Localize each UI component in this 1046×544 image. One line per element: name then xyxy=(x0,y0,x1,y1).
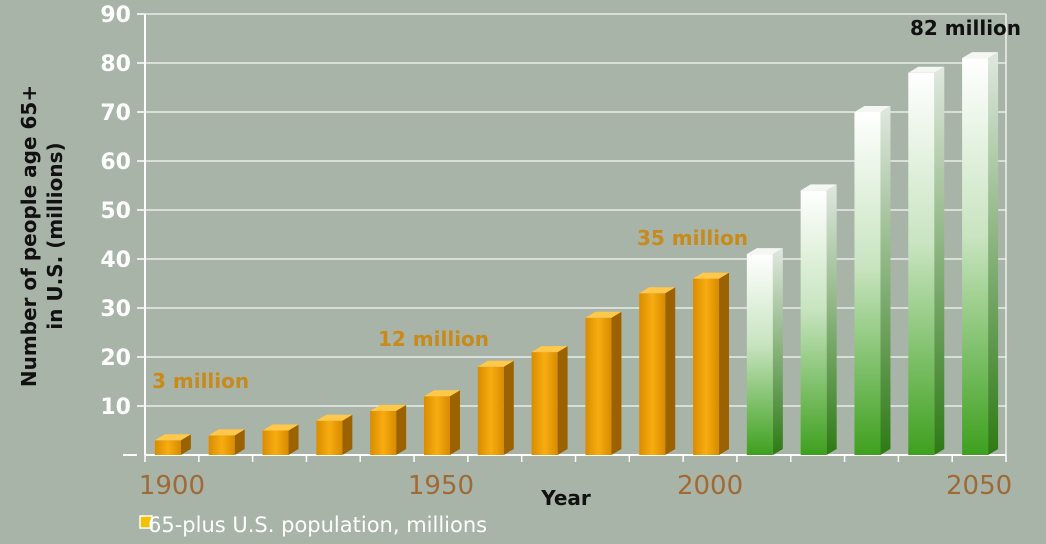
bar-1980 xyxy=(585,311,622,455)
x-axis-label: Year xyxy=(540,486,591,510)
bar-top xyxy=(962,52,999,59)
y-tick-label: 60 xyxy=(100,150,131,175)
bar-front xyxy=(316,420,343,455)
y-tick-labels: 90 80 70 60 50 40 30 20 10 xyxy=(100,3,131,420)
bar-1920 xyxy=(262,424,299,455)
bar-1910 xyxy=(208,429,245,455)
bar-1900 xyxy=(154,434,191,455)
bar-top xyxy=(262,424,299,431)
x-tick-label: 2050 xyxy=(946,471,1012,501)
y-axis-label-line-2: in U.S. (millions) xyxy=(43,142,67,329)
bar-top xyxy=(854,106,891,112)
bar-top xyxy=(693,272,730,279)
bar-side xyxy=(934,66,945,456)
bar-side xyxy=(665,287,676,455)
bar-1950 xyxy=(423,390,460,455)
bar-side xyxy=(342,414,353,455)
y-axis-label-line-1: Number of people age 65+ xyxy=(17,85,41,387)
bar-side xyxy=(449,390,460,455)
bar-front xyxy=(370,410,397,455)
y-tick-label: 90 xyxy=(100,3,131,28)
bar-1970 xyxy=(531,346,568,455)
bars xyxy=(154,52,999,456)
bar-side xyxy=(557,346,568,455)
bar-1990 xyxy=(639,287,676,455)
bar-side xyxy=(396,404,407,455)
y-tick-label: 30 xyxy=(100,297,131,322)
bar-top xyxy=(585,311,622,318)
bar-front xyxy=(531,352,558,455)
bar-2040 xyxy=(908,66,945,456)
bar-side xyxy=(503,360,514,455)
bar-2010 xyxy=(746,248,783,455)
x-tick-label: 1900 xyxy=(139,471,205,501)
bar-side xyxy=(288,424,299,455)
bar-1930 xyxy=(316,414,353,455)
bar-top xyxy=(154,434,191,441)
grid-lines xyxy=(145,13,1006,407)
bar-2030 xyxy=(854,106,891,455)
bar-front xyxy=(800,190,827,455)
bar-front xyxy=(854,112,881,455)
bar-top xyxy=(800,184,837,191)
bar-top xyxy=(208,429,245,436)
legend-swatch xyxy=(139,515,153,529)
bar-front xyxy=(208,435,235,455)
bar-top xyxy=(639,287,676,294)
annotation-12-million: 12 million xyxy=(378,327,489,351)
bar-side xyxy=(234,429,245,455)
bar-top xyxy=(908,66,945,73)
bar-front xyxy=(423,396,450,455)
bar-side xyxy=(180,434,191,455)
bar-1960 xyxy=(477,360,514,455)
x-tick-label: 1950 xyxy=(408,471,474,501)
bar-front xyxy=(477,366,504,455)
bar-front xyxy=(962,58,989,455)
bar-2050 xyxy=(962,52,999,455)
y-tick-label: 20 xyxy=(100,346,131,371)
y-tick-label: 50 xyxy=(100,199,131,224)
bar-2020 xyxy=(800,184,837,455)
x-tick-labels: 1900 1950 2000 2050 xyxy=(139,471,1012,501)
annotation-82-million: 82 million xyxy=(910,16,1021,40)
bar-top xyxy=(316,414,353,421)
bar-side xyxy=(826,184,837,455)
y-tick-label: 70 xyxy=(100,101,131,126)
bar-top xyxy=(370,404,407,411)
bar-2000 xyxy=(693,272,730,455)
bar-1940 xyxy=(370,404,407,455)
bar-front xyxy=(693,278,720,455)
bar-top xyxy=(531,346,568,353)
bar-front xyxy=(746,254,773,455)
bar-side xyxy=(719,272,730,455)
bar-front xyxy=(262,430,289,455)
legend-label: 65-plus U.S. population, millions xyxy=(148,513,487,537)
y-tick-label: 80 xyxy=(100,52,131,77)
annotations: 3 million 12 million 35 million 82 milli… xyxy=(152,16,1021,393)
bar-front xyxy=(585,317,612,455)
legend: 65-plus U.S. population, millions xyxy=(139,513,487,537)
bar-side xyxy=(772,248,783,455)
bar-front xyxy=(639,293,666,455)
bar-top xyxy=(746,248,783,255)
bar-side xyxy=(611,311,622,455)
x-tick-label: 2000 xyxy=(677,471,743,501)
y-tick-label: 10 xyxy=(100,395,131,420)
bar-top xyxy=(477,360,514,367)
bar-side xyxy=(880,106,891,455)
bar-front xyxy=(908,72,935,456)
bar-side xyxy=(988,52,999,455)
bar-top xyxy=(423,390,460,397)
annotation-35-million: 35 million xyxy=(637,226,748,250)
bar-front xyxy=(154,440,181,455)
annotation-3-million: 3 million xyxy=(152,369,249,393)
y-tick-label: 40 xyxy=(100,248,131,273)
